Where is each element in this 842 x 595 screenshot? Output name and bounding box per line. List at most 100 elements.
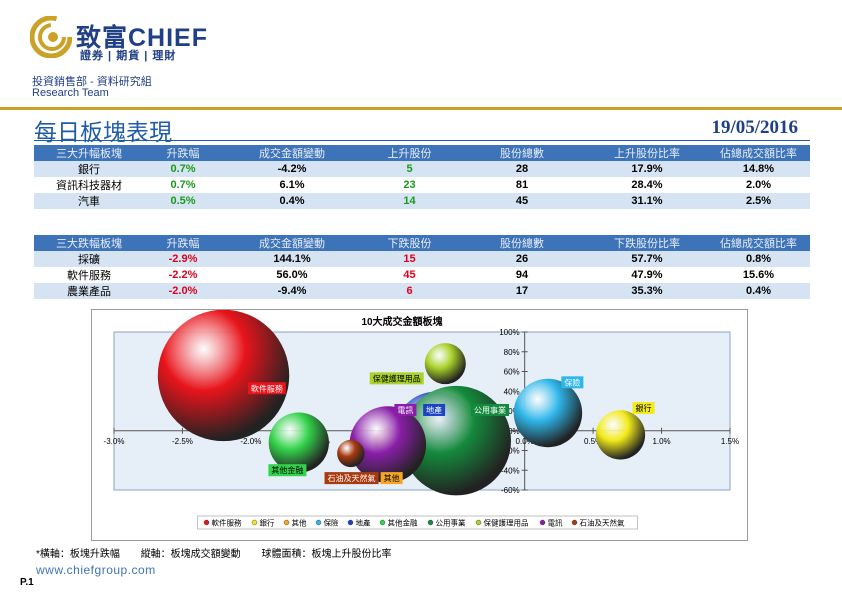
table-row: 銀行 0.7% -4.2% 5 28 17.9% 14.8%: [34, 161, 810, 177]
turnover-share: 2.0%: [745, 179, 772, 191]
turnover-change: -4.2%: [222, 161, 362, 177]
legend-entry: 保健護理用品: [484, 518, 529, 528]
falling-ratio: 47.9%: [631, 269, 663, 281]
falling-ratio: 57.7%: [587, 251, 707, 267]
y-tick-label: 80%: [504, 348, 520, 357]
legend-marker: [475, 519, 482, 526]
brand-subtitle: 證券 | 期貨 | 理財: [80, 50, 177, 62]
sector-name: 軟件服務: [67, 270, 111, 282]
y-tick-label: -40%: [501, 466, 520, 475]
column-header: 三大升幅板塊: [34, 145, 144, 161]
turnover-change: 144.1%: [222, 251, 362, 267]
bubble-label: 電訊: [397, 405, 413, 415]
y-tick-label: 0%: [508, 427, 520, 436]
x-tick-label: 1.5%: [721, 437, 739, 446]
legend-marker: [427, 519, 434, 526]
y-tick-label: 100%: [499, 328, 519, 337]
website-link[interactable]: www.chiefgroup.com: [36, 563, 156, 577]
y-tick-label: 40%: [504, 387, 520, 396]
column-header: 成交金額變動: [222, 145, 362, 161]
column-header: 上升股份比率: [587, 145, 707, 161]
turnover-share: 2.5%: [707, 193, 810, 209]
bubble-label-box: [471, 403, 510, 416]
rising-ratio: 28.4%: [631, 179, 663, 191]
table-row: 汽車 0.5% 0.4% 14 45 31.1% 2.5%: [34, 193, 810, 209]
bubble-chart: 10大成交金額板塊-3.0%-2.5%-2.0%-1.5%-1.0%-0.5%0…: [91, 309, 748, 541]
table-row: 資訊科技器材 0.7% 6.1% 23 81 28.4% 2.0%: [34, 177, 810, 193]
table-row: 軟件服務 -2.2% 56.0% 45 94 47.9% 15.6%: [34, 267, 810, 283]
legend-entry: 銀行: [260, 518, 275, 528]
price-change: -2.9%: [144, 251, 222, 267]
column-header: 上升股份: [362, 145, 457, 161]
bubble-label: 保險: [564, 377, 580, 387]
falling-stocks: 15: [362, 251, 457, 267]
y-tick-label: -60%: [501, 486, 520, 495]
turnover-share: 15.6%: [742, 269, 775, 281]
y-axis-note: 縱軸：板塊成交額變動: [140, 549, 241, 560]
chart-title: 10大成交金額板塊: [361, 315, 442, 328]
bubble-label-box: [247, 382, 286, 395]
department-label: 投資銷售部 - 資料研究組: [32, 76, 152, 88]
price-change: 0.5%: [144, 193, 222, 209]
falling-stocks: 6: [362, 283, 457, 299]
page-number: P.1: [20, 577, 34, 588]
x-tick-label: -2.0%: [240, 437, 261, 446]
rising-stocks: 5: [362, 161, 457, 177]
table-row: 農業產品 -2.0% -9.4% 6 17 35.3% 0.4%: [34, 283, 810, 299]
bubble-label-box: [423, 403, 446, 416]
table-header-row: 三大跌幅板塊 升跌幅 成交金額變動 下跌股份 股份總數 下跌股份比率 佔總成交額…: [34, 235, 810, 251]
bubble-2: [595, 410, 646, 460]
legend-entry: 其他金融: [388, 518, 418, 528]
column-header: 升跌幅: [144, 235, 222, 251]
x-tick-label: 1.0%: [652, 437, 670, 446]
falling-stocks: 45: [403, 269, 416, 281]
total-stocks: 81: [515, 179, 529, 191]
bubble-9: [349, 406, 427, 483]
total-stocks: 28: [457, 161, 587, 177]
bubble-1: [157, 310, 290, 442]
legend-marker: [539, 519, 546, 526]
rising-ratio: 17.9%: [587, 161, 707, 177]
turnover-change: -9.4%: [222, 283, 362, 299]
price-change: 0.7%: [144, 161, 222, 177]
legend-entry: 保險: [324, 518, 339, 528]
turnover-share: 0.8%: [707, 251, 810, 267]
legend-marker: [251, 519, 258, 526]
price-change: -2.0%: [144, 283, 222, 299]
bubble-label: 銀行: [636, 403, 652, 413]
bubble-label: 石油及天然氣: [328, 473, 376, 483]
table-row: 採礦 -2.9% 144.1% 15 26 57.7% 0.8%: [34, 251, 810, 267]
bubble-label-box: [268, 464, 307, 477]
legend-entry: 石油及天然氣: [580, 518, 625, 528]
bubble-8: [424, 343, 466, 385]
sector-name: 資訊科技器材: [56, 180, 122, 192]
x-axis-note: *橫軸：板塊升跌幅: [36, 549, 120, 560]
sector-name: 採礦: [34, 251, 144, 267]
y-tick-label: 20%: [504, 407, 520, 416]
legend-marker: [571, 519, 578, 526]
total-stocks: 94: [515, 269, 529, 281]
column-header: 升跌幅: [144, 145, 222, 161]
column-header: 下跌股份: [362, 235, 457, 251]
total-stocks: 45: [457, 193, 587, 209]
title-underline: [34, 140, 810, 141]
column-header: 佔總成交額比率: [707, 145, 810, 161]
legend-entry: 公用事業: [436, 518, 466, 528]
bubble-label-box: [632, 402, 655, 414]
column-header: 成交金額變動: [222, 235, 362, 251]
report-date: 19/05/2016: [711, 117, 798, 138]
bubble-label: 其他金融: [271, 465, 303, 475]
legend-marker: [315, 519, 322, 526]
axis-note: *橫軸：板塊升跌幅 縱軸：板塊成交額變動 球體面積：板塊上升股份比率: [36, 545, 409, 560]
rising-stocks: 23: [403, 179, 416, 191]
turnover-change: 6.1%: [279, 179, 305, 191]
x-tick-label: 0.0%: [516, 437, 534, 446]
bubble-10: [337, 439, 365, 468]
column-header: 三大跌幅板塊: [34, 235, 144, 251]
sector-name: 農業產品: [34, 283, 144, 299]
column-header: 佔總成交額比率: [707, 235, 810, 251]
turnover-share: 14.8%: [707, 161, 810, 177]
legend-marker: [347, 519, 354, 526]
x-tick-label: -2.5%: [172, 437, 193, 446]
sector-name: 銀行: [34, 161, 144, 177]
